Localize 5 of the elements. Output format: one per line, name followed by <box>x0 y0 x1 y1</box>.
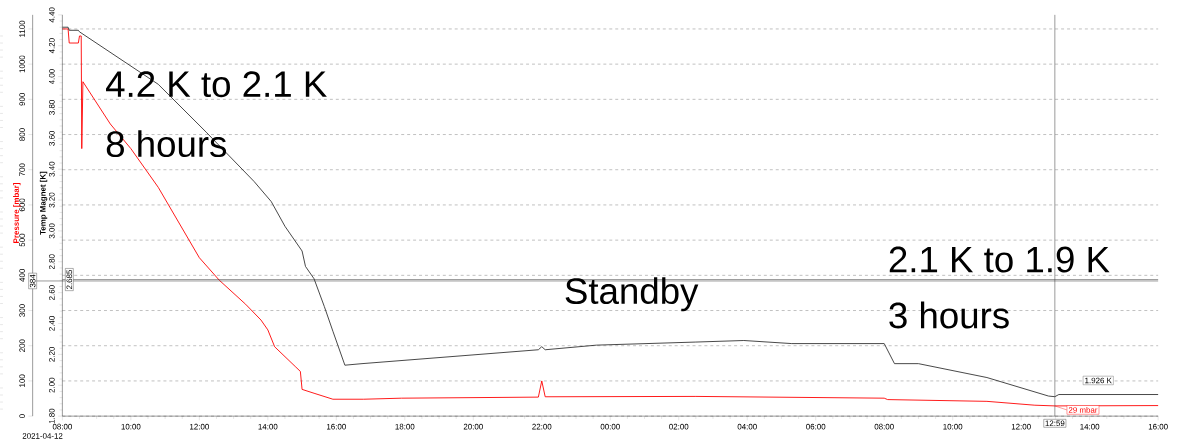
annotation: 4.2 K to 2.1 K <box>106 71 327 98</box>
annotation: 3 hours <box>889 301 1009 329</box>
annotation: Standby <box>565 277 699 312</box>
annotation: 2.1 K to 1.9 K <box>889 246 1110 273</box>
annotation: 8 hours <box>106 130 227 158</box>
